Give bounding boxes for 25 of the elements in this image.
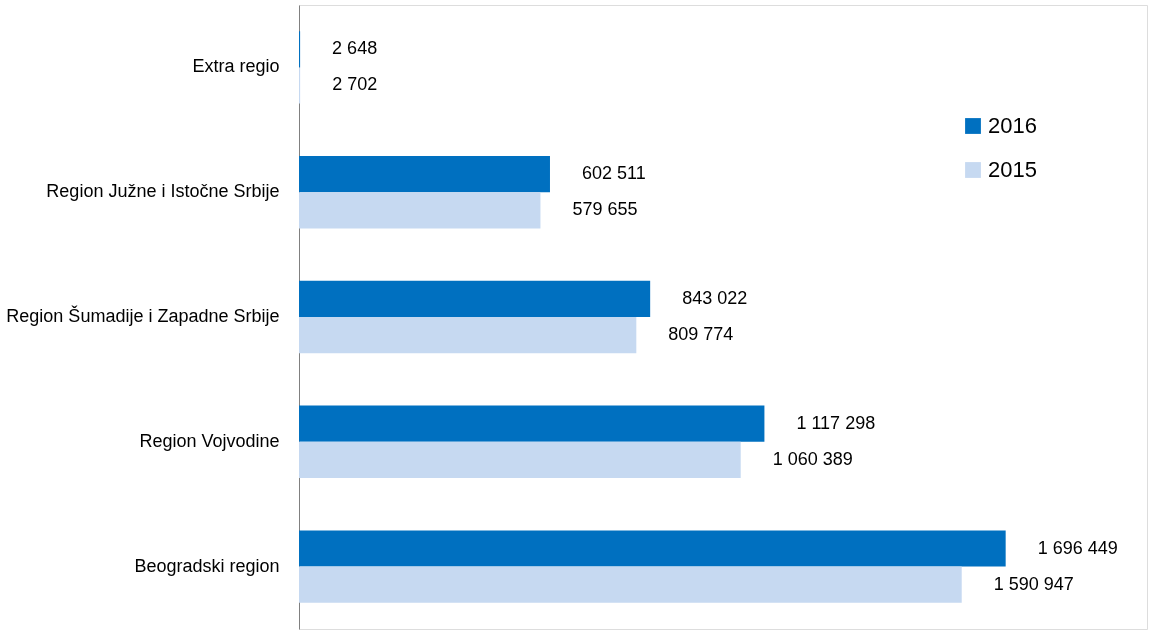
y-tick-label: Region Južne i Istočne Srbije	[46, 181, 280, 202]
data-label: 843 022	[682, 287, 748, 308]
data-label: 602 511	[581, 163, 646, 184]
bar	[299, 405, 765, 442]
data-label: 1 696 449	[1037, 537, 1118, 558]
bar	[299, 317, 637, 354]
bar	[299, 156, 550, 193]
y-tick-label: Beogradski region	[134, 555, 280, 576]
data-label: 579 655	[572, 199, 638, 220]
legend-label: 2015	[988, 157, 1037, 182]
data-label: 1 590 947	[993, 573, 1074, 594]
bar	[299, 566, 962, 603]
data-label: 2 648	[332, 38, 378, 59]
bar	[299, 280, 651, 317]
y-tick-label: Region Šumadije i Zapadne Srbije	[6, 305, 280, 326]
data-label: 1 117 298	[796, 412, 876, 433]
data-label: 1 060 389	[772, 448, 853, 469]
data-label: 809 774	[668, 324, 734, 345]
data-label: 2 702	[332, 74, 378, 95]
y-tick-label: Region Vojvodine	[139, 430, 280, 451]
bar	[299, 441, 741, 478]
bar	[299, 192, 541, 229]
y-tick-label: Extra regio	[192, 56, 280, 77]
legend-label: 2016	[988, 113, 1037, 138]
bar	[299, 530, 1006, 567]
